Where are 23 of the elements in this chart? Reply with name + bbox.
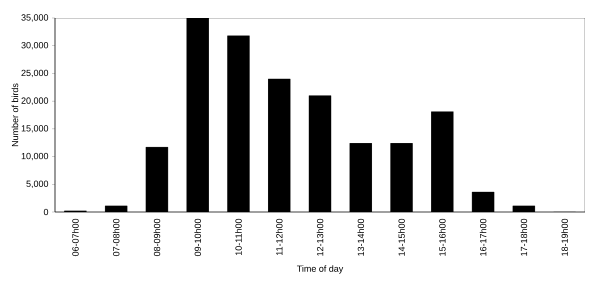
y-tick-label: 20,000 — [22, 97, 48, 105]
y-tick-label: 35,000 — [21, 14, 48, 22]
x-tick-label: 17-18h00 — [520, 218, 528, 256]
y-axis-title: Number of birds — [12, 83, 18, 146]
y-tick-label: 0 — [44, 208, 48, 216]
y-tick-label: 25,000 — [22, 70, 48, 78]
x-tick-label: 14-15h00 — [398, 218, 405, 256]
x-tick-label: 18-19h00 — [561, 218, 568, 256]
x-tick-label: 13-14h00 — [357, 218, 364, 256]
x-tick-label: 09-10h00 — [194, 218, 201, 256]
x-tick-label: 10-11h00 — [235, 218, 242, 256]
y-tick-label: 30,000 — [21, 42, 48, 50]
x-tick-label: 07-08h00 — [112, 218, 120, 256]
y-tick-label: 5,000 — [26, 180, 48, 188]
x-axis-title: Time of day — [296, 265, 344, 274]
x-tick-label: 08-09h00 — [154, 218, 160, 256]
x-tick-label: 06-07h00 — [72, 218, 79, 256]
y-tick-label: 15,000 — [22, 125, 48, 133]
x-tick-label: 12-13h00 — [316, 218, 324, 256]
x-tick-label: 16-17h00 — [480, 218, 486, 256]
x-tick-label: 15-16h00 — [439, 218, 446, 256]
y-tick-label: 10,000 — [22, 152, 48, 160]
x-tick-label: 11-12h00 — [276, 218, 283, 256]
